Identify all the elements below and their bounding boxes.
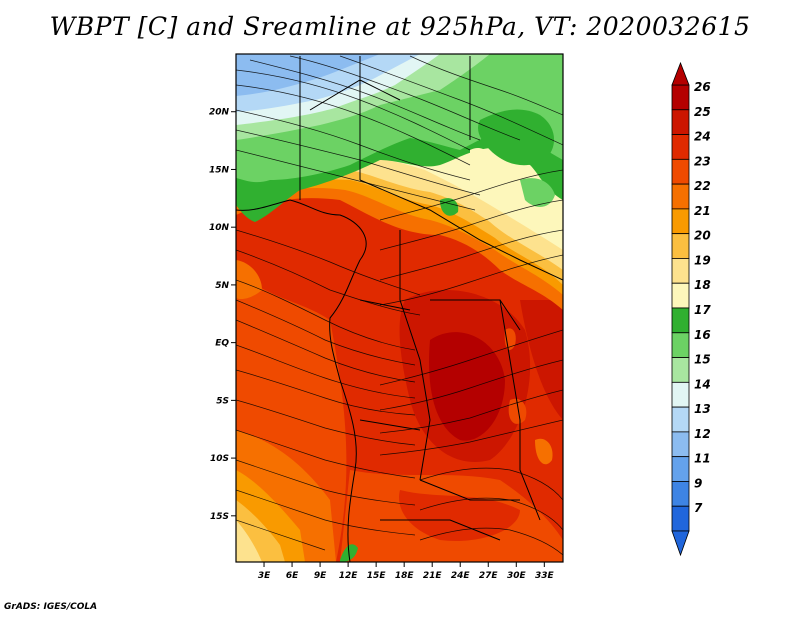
colorbar-segment — [672, 234, 689, 259]
grads-credit: GrADS: IGES/COLA — [4, 602, 97, 612]
colorbar-segment — [672, 506, 689, 531]
colorbar-segment — [672, 135, 689, 160]
lon-tick-label: 9E — [314, 571, 327, 581]
colorbar-label: 15 — [694, 353, 711, 367]
colorbar-segment — [672, 283, 689, 308]
colorbar-segment — [672, 209, 689, 234]
lat-tick-label: 10S — [210, 454, 229, 464]
colorbar-label: 26 — [694, 80, 711, 94]
colorbar-label: 13 — [694, 402, 711, 416]
lon-tick-label: 27E — [479, 571, 499, 581]
colorbar-label: 21 — [694, 204, 711, 218]
lon-tick-label: 21E — [423, 571, 443, 581]
latitude-axis: 20N 15N 10N 5N EQ 5S 10S 15S — [209, 108, 236, 522]
lat-tick-label: 5S — [216, 396, 229, 406]
lon-tick-label: 33E — [535, 571, 555, 581]
colorbar-segment — [672, 85, 689, 110]
colorbar-segment — [672, 382, 689, 407]
colorbar-segment — [672, 481, 689, 506]
lat-tick-label: 10N — [209, 223, 230, 233]
colorbar-segment — [672, 432, 689, 457]
weather-map: 20N 15N 10N 5N EQ 5S 10S 15S 3E 6E 9E 12E 15E 18E 21E… — [0, 0, 800, 618]
colorbar-label: 12 — [694, 427, 711, 441]
colorbar-label: 11 — [694, 452, 711, 466]
colorbar-segment — [672, 407, 689, 432]
colorbar-min-arrow — [672, 531, 689, 555]
colorbar-segment — [672, 358, 689, 383]
longitude-axis: 3E 6E 9E 12E 15E 18E 21E 24E 27E 30E 33E — [258, 562, 555, 581]
colorbar-label: 23 — [694, 154, 711, 168]
lon-tick-label: 6E — [286, 571, 299, 581]
colorbar-label: 20 — [694, 229, 711, 243]
lon-tick-label: 18E — [395, 571, 415, 581]
colorbar-label: 9 — [694, 476, 702, 490]
colorbar-label: 18 — [694, 278, 711, 292]
lat-tick-label: 15N — [209, 165, 230, 175]
lon-tick-label: 30E — [507, 571, 527, 581]
colorbar-segment — [672, 110, 689, 135]
colorbar-label: 14 — [694, 377, 711, 391]
lat-tick-label: 15S — [210, 512, 229, 522]
lon-tick-label: 12E — [339, 571, 359, 581]
lat-tick-label: 5N — [215, 281, 229, 291]
colorbar-label: 7 — [694, 501, 703, 515]
colorbar-label: 24 — [694, 130, 711, 144]
colorbar-label: 19 — [694, 253, 711, 267]
colorbar: 26 25 24 23 22 21 20 19 18 17 16 15 14 13 12 11 9 7 — [672, 63, 711, 555]
lat-tick-label: EQ — [215, 339, 229, 349]
colorbar-segment — [672, 184, 689, 209]
lon-tick-label: 24E — [451, 571, 471, 581]
colorbar-label: 22 — [694, 179, 711, 193]
colorbar-label: 16 — [694, 328, 711, 342]
colorbar-label: 25 — [694, 105, 711, 119]
lat-tick-label: 20N — [209, 108, 230, 118]
colorbar-segment — [672, 258, 689, 283]
lon-tick-label: 3E — [258, 571, 271, 581]
colorbar-segment — [672, 308, 689, 333]
colorbar-max-arrow — [672, 63, 689, 85]
colorbar-label: 17 — [694, 303, 711, 317]
lon-tick-label: 15E — [367, 571, 387, 581]
colorbar-segment — [672, 333, 689, 358]
colorbar-segment — [672, 159, 689, 184]
colorbar-segment — [672, 457, 689, 482]
